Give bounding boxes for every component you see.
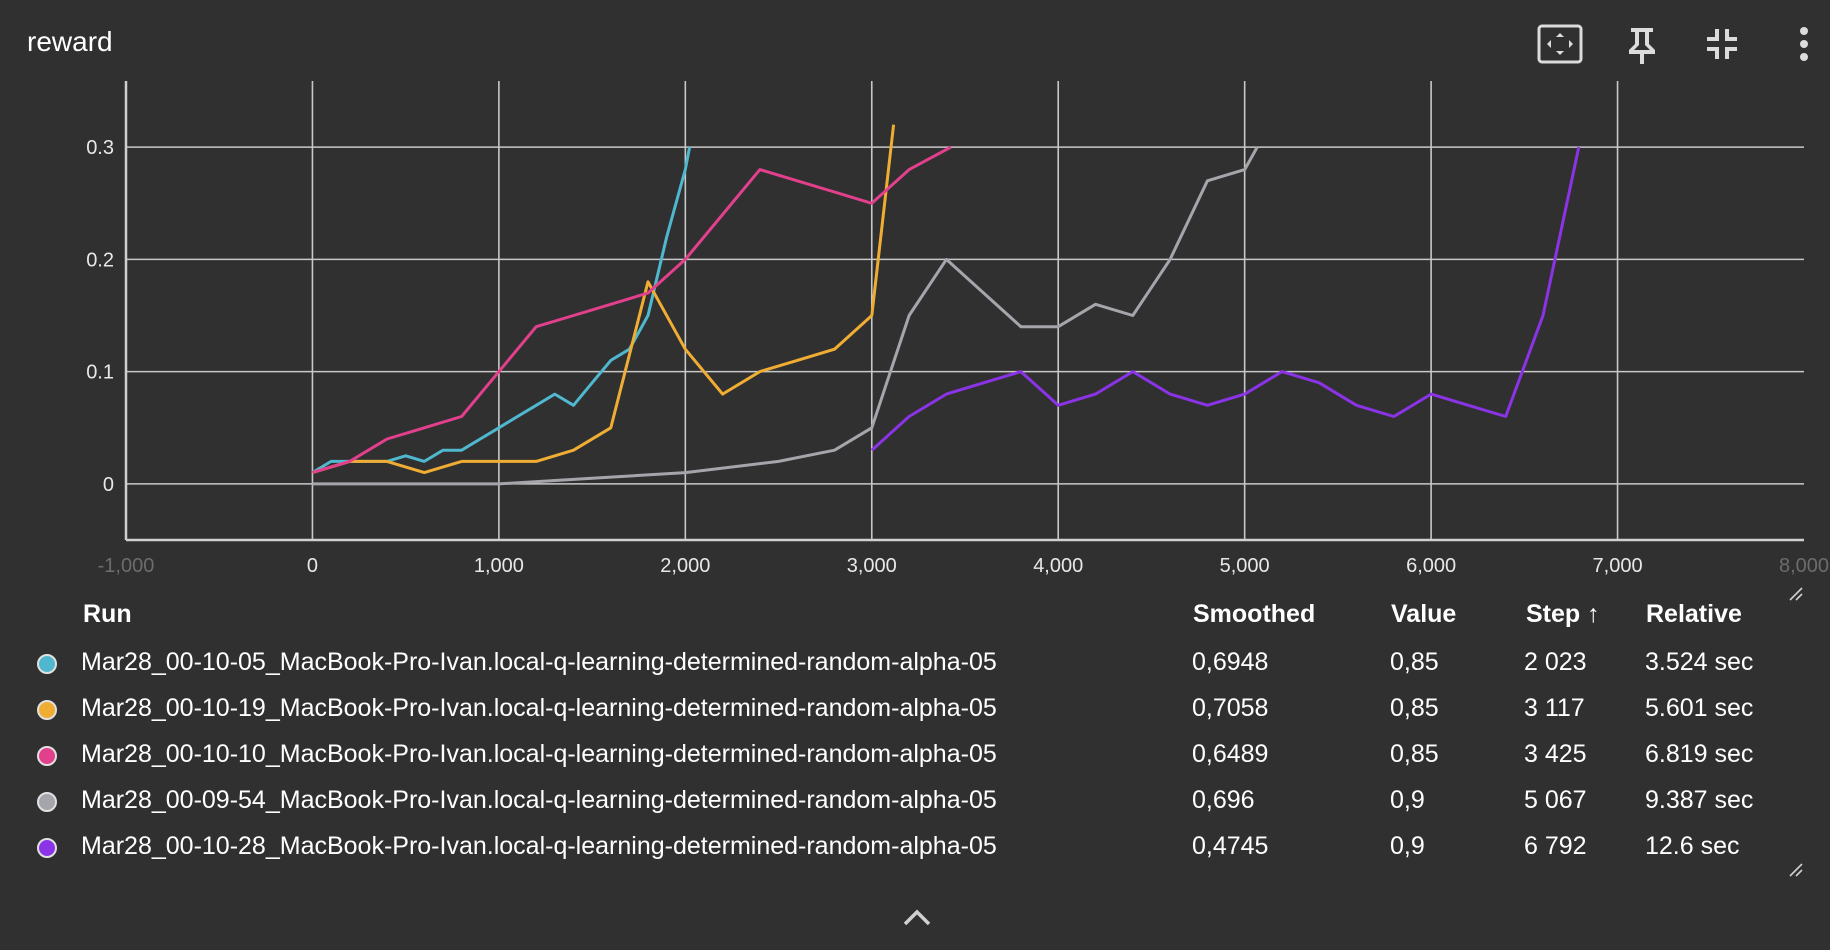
value: 0,85 — [1390, 694, 1439, 722]
series-line-1 — [311, 146, 692, 474]
run-color-dot — [37, 838, 57, 858]
y-tick-label: 0.1 — [86, 362, 114, 384]
series-line-3 — [311, 145, 952, 475]
x-tick-label: 5,000 — [1220, 555, 1270, 577]
resize-handle-icon[interactable] — [1788, 862, 1804, 878]
value: 0,85 — [1390, 740, 1439, 768]
resize-handle-icon[interactable] — [1788, 586, 1804, 602]
run-name: Mar28_00-10-05_MacBook-Pro-Ivan.local-q-… — [81, 648, 997, 676]
run-color-dot — [37, 654, 57, 674]
series-line-5 — [870, 146, 1581, 452]
column-header-smoothed[interactable]: Smoothed — [1193, 600, 1316, 628]
chevron-up-icon — [903, 909, 931, 926]
x-tick-label: 3,000 — [847, 555, 897, 577]
x-tick-label: 0 — [307, 555, 318, 577]
chart-series — [311, 124, 1581, 486]
run-color-dot — [37, 700, 57, 720]
relative-time: 12.6 sec — [1645, 832, 1740, 860]
x-tick-label: 1,000 — [474, 555, 524, 577]
expand-table-button[interactable] — [897, 900, 937, 936]
relative-time: 3.524 sec — [1645, 648, 1754, 676]
table-row[interactable]: Mar28_00-09-54_MacBook-Pro-Ivan.local-q-… — [0, 778, 1830, 824]
column-header-run[interactable]: Run — [83, 600, 132, 628]
smoothed-value: 0,7058 — [1192, 694, 1269, 722]
relative-time: 5.601 sec — [1645, 694, 1754, 722]
smoothed-value: 0,6489 — [1192, 740, 1269, 768]
column-header-relative[interactable]: Relative — [1646, 600, 1742, 628]
step: 5 067 — [1524, 786, 1587, 814]
run-name: Mar28_00-10-19_MacBook-Pro-Ivan.local-q-… — [81, 694, 997, 722]
card-title: reward — [27, 26, 113, 57]
fit-to-data-button[interactable] — [1534, 18, 1586, 70]
y-tick-label: 0 — [103, 474, 114, 496]
chart-tick-labels: 0 0.1 0.2 0.3 -1,000 0 1,000 2,000 3,000 4,000 5,0… — [86, 137, 1829, 577]
table-row[interactable]: Mar28_00-10-19_MacBook-Pro-Ivan.local-q-… — [0, 686, 1830, 732]
x-tick-label: -1,000 — [98, 555, 155, 577]
table-row[interactable]: Mar28_00-10-28_MacBook-Pro-Ivan.local-q-… — [0, 824, 1830, 870]
relative-time: 9.387 sec — [1645, 786, 1754, 814]
step: 2 023 — [1524, 648, 1587, 676]
x-tick-label: 6,000 — [1406, 555, 1456, 577]
step: 3 117 — [1524, 694, 1585, 722]
run-color-dot — [37, 792, 57, 812]
more-options-button[interactable] — [1778, 18, 1830, 70]
run-color-dot — [37, 746, 57, 766]
pin-icon — [1629, 28, 1655, 64]
table-row[interactable]: Mar28_00-10-05_MacBook-Pro-Ivan.local-q-… — [0, 640, 1830, 686]
x-tick-label: 2,000 — [660, 555, 710, 577]
smoothed-value: 0,6948 — [1192, 648, 1269, 676]
step: 6 792 — [1524, 832, 1587, 860]
series-line-2 — [311, 124, 896, 475]
run-name: Mar28_00-10-28_MacBook-Pro-Ivan.local-q-… — [81, 832, 997, 860]
pin-button[interactable] — [1616, 18, 1668, 70]
value: 0,9 — [1390, 832, 1425, 860]
series-line-4 — [312, 146, 1259, 486]
y-tick-label: 0.2 — [86, 249, 114, 271]
collapse-icon — [1707, 29, 1737, 59]
run-name: Mar28_00-09-54_MacBook-Pro-Ivan.local-q-… — [81, 786, 997, 814]
column-header-value[interactable]: Value — [1391, 600, 1457, 628]
x-tick-label: 4,000 — [1033, 555, 1083, 577]
smoothed-value: 0,4745 — [1192, 832, 1269, 860]
chart-axes — [124, 81, 1804, 542]
step: 3 425 — [1524, 740, 1587, 768]
table-row[interactable]: Mar28_00-10-10_MacBook-Pro-Ivan.local-q-… — [0, 732, 1830, 778]
smoothed-value: 0,696 — [1192, 786, 1255, 814]
x-tick-label: 7,000 — [1593, 555, 1643, 577]
column-header-step[interactable]: Step ↑ — [1526, 600, 1600, 628]
value: 0,9 — [1390, 786, 1425, 814]
value: 0,85 — [1390, 648, 1439, 676]
fit-to-data-icon — [1537, 24, 1583, 64]
relative-time: 6.819 sec — [1645, 740, 1754, 768]
more-vert-icon — [1800, 27, 1808, 61]
run-name: Mar28_00-10-10_MacBook-Pro-Ivan.local-q-… — [81, 740, 997, 768]
collapse-button[interactable] — [1696, 18, 1748, 70]
y-tick-label: 0.3 — [86, 137, 114, 159]
chart-grid — [126, 81, 1804, 540]
reward-line-chart[interactable]: 0 0.1 0.2 0.3 -1,000 0 1,000 2,000 3,000 4,000 5,0… — [0, 80, 1830, 600]
x-tick-label: 8,000 — [1779, 555, 1829, 577]
